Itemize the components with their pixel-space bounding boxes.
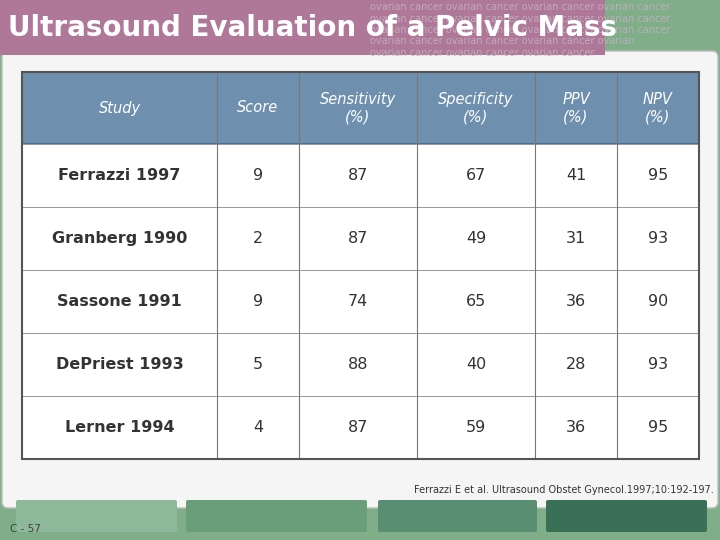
Text: Ferrazzi 1997: Ferrazzi 1997 (58, 168, 181, 183)
Text: 88: 88 (348, 357, 368, 372)
Bar (22, 333, 699, 396)
Text: Ferrazzi E et al. Ultrasound Obstet Gynecol.1997;10:192-197.: Ferrazzi E et al. Ultrasound Obstet Gyne… (414, 485, 714, 495)
Text: 28: 28 (566, 357, 586, 372)
Text: 74: 74 (348, 294, 368, 309)
Text: ovarian cancer ovarian cancer ovarian cancer ovarian: ovarian cancer ovarian cancer ovarian ca… (370, 37, 634, 46)
Text: Lerner 1994: Lerner 1994 (65, 420, 174, 435)
Text: 36: 36 (566, 294, 586, 309)
Text: DePriest 1993: DePriest 1993 (55, 357, 184, 372)
Text: ovarian cancer ovarian cancer ovarian cancer ovarian cancer: ovarian cancer ovarian cancer ovarian ca… (370, 2, 670, 12)
Text: 67: 67 (466, 168, 486, 183)
Text: Ultrasound Evaluation of a Pelvic Mass: Ultrasound Evaluation of a Pelvic Mass (8, 14, 617, 42)
Text: Study: Study (99, 100, 140, 116)
Text: ovarian cancer ovarian cancer ovarian cancer ovarian cancer: ovarian cancer ovarian cancer ovarian ca… (370, 14, 670, 24)
Text: 87: 87 (348, 231, 368, 246)
FancyBboxPatch shape (2, 51, 718, 508)
Text: ovarian cancer ovarian cancer ovarian cancer ovarian cancer: ovarian cancer ovarian cancer ovarian ca… (370, 25, 670, 35)
Text: 59: 59 (466, 420, 486, 435)
Text: 95: 95 (648, 168, 668, 183)
Text: PPV
(%): PPV (%) (562, 92, 590, 124)
FancyBboxPatch shape (186, 500, 367, 532)
Text: 31: 31 (566, 231, 586, 246)
Text: Sensitivity
(%): Sensitivity (%) (320, 92, 396, 124)
Text: 87: 87 (348, 420, 368, 435)
Bar (22, 72, 699, 459)
Text: C - 57: C - 57 (10, 524, 41, 534)
Text: 49: 49 (466, 231, 486, 246)
FancyBboxPatch shape (16, 500, 177, 532)
Text: 5: 5 (253, 357, 263, 372)
Text: ovarian cancer ovarian cancer ovarian cancer: ovarian cancer ovarian cancer ovarian ca… (370, 48, 595, 58)
Text: 9: 9 (253, 294, 263, 309)
Text: Specificity
(%): Specificity (%) (438, 92, 513, 124)
Text: 40: 40 (466, 357, 486, 372)
Text: Granberg 1990: Granberg 1990 (52, 231, 187, 246)
Text: 2: 2 (253, 231, 263, 246)
Text: NPV
(%): NPV (%) (643, 92, 673, 124)
Text: 90: 90 (648, 294, 668, 309)
Bar (22, 270, 699, 333)
Text: 41: 41 (566, 168, 586, 183)
FancyBboxPatch shape (378, 500, 537, 532)
Text: 4: 4 (253, 420, 263, 435)
Text: 36: 36 (566, 420, 586, 435)
Bar (0, 0, 605, 55)
Bar (22, 396, 699, 459)
Text: 87: 87 (348, 168, 368, 183)
Text: 93: 93 (648, 231, 668, 246)
Text: 93: 93 (648, 357, 668, 372)
FancyBboxPatch shape (546, 500, 707, 532)
Text: Score: Score (238, 100, 279, 116)
Bar (22, 72, 699, 144)
Bar (22, 144, 699, 207)
Text: 9: 9 (253, 168, 263, 183)
Text: Sassone 1991: Sassone 1991 (57, 294, 182, 309)
Bar (22, 207, 699, 270)
Text: 95: 95 (648, 420, 668, 435)
Text: 65: 65 (466, 294, 486, 309)
